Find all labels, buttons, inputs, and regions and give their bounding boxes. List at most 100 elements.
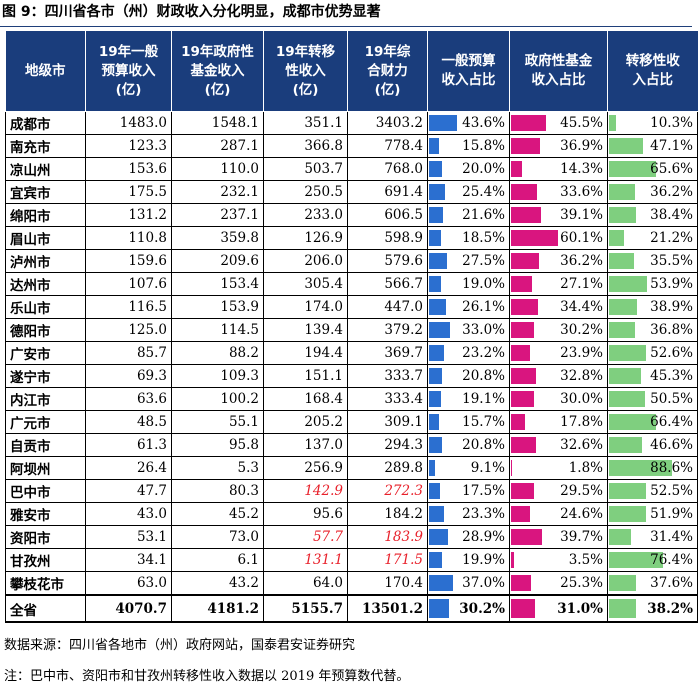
general-budget-cell: 63.0 bbox=[85, 571, 172, 596]
fund-revenue-cell: 1548.1 bbox=[171, 111, 264, 135]
general-budget-cell: 69.3 bbox=[85, 364, 172, 388]
transfer-share-bar-fill bbox=[609, 184, 635, 200]
transfer-share-bar: 88.6% bbox=[607, 456, 698, 480]
fund-share-bar-fill bbox=[511, 575, 531, 591]
general-share-bar-fill bbox=[429, 552, 442, 568]
fund-share-bar: 25.3% bbox=[509, 571, 608, 596]
fund-revenue-cell: 110.0 bbox=[171, 157, 264, 181]
header-text: 19年政府性 bbox=[181, 43, 254, 60]
city-cell: 广安市 bbox=[5, 341, 86, 365]
general-share-bar-fill bbox=[429, 207, 443, 223]
fund-revenue-cell: 95.8 bbox=[171, 433, 264, 457]
general-share-bar-fill bbox=[429, 299, 446, 315]
general-share-bar-value: 43.6% bbox=[462, 115, 505, 131]
transfer-share-bar: 53.9% bbox=[607, 272, 698, 296]
general-share-bar-value: 28.9% bbox=[462, 529, 505, 545]
header-text: 性收入 bbox=[285, 62, 326, 79]
header-text: 19年一般 bbox=[98, 43, 159, 60]
general-budget-cell: 175.5 bbox=[85, 180, 172, 204]
fund-share-bar: 29.5% bbox=[509, 479, 608, 503]
total-finance-cell: 272.3 bbox=[347, 479, 428, 503]
header-text: 收入占比 bbox=[441, 72, 496, 88]
header-cell: 19年转移 性收入 (亿) bbox=[263, 31, 348, 112]
general-share-bar-value: 17.5% bbox=[462, 483, 505, 499]
transfer-share-bar-fill bbox=[609, 253, 635, 269]
city-cell: 德阳市 bbox=[5, 318, 86, 342]
fund-revenue-cell: 4181.2 bbox=[171, 594, 264, 623]
fund-share-bar: 30.0% bbox=[509, 387, 608, 411]
fund-share-bar-fill bbox=[511, 115, 547, 131]
transfer-share-bar-value: 51.9% bbox=[650, 506, 693, 522]
table-row: 自贡市 61.3 95.8 137.0 294.3 20.8% 32.6% 46.6% bbox=[5, 433, 698, 457]
transfer-share-bar-fill bbox=[609, 368, 642, 384]
general-share-bar-value: 20.8% bbox=[462, 437, 505, 453]
general-share-bar-value: 15.8% bbox=[462, 138, 505, 154]
fund-share-bar-fill bbox=[511, 460, 513, 476]
total-row: 全省 4070.7 4181.2 5155.7 13501.2 30.2% 31.0% 38.… bbox=[5, 594, 698, 623]
transfer-share-bar: 21.2% bbox=[607, 226, 698, 250]
transfer-share-bar: 38.4% bbox=[607, 203, 698, 227]
transfer-share-bar: 52.5% bbox=[607, 479, 698, 503]
transfer-share-bar-fill bbox=[609, 138, 643, 154]
fund-share-bar: 23.9% bbox=[509, 341, 608, 365]
table-row: 南充市 123.3 287.1 366.8 778.4 15.8% 36.9% 47.1% bbox=[5, 134, 698, 158]
header-text: 预算收入 bbox=[101, 62, 156, 79]
general-budget-cell: 159.6 bbox=[85, 249, 172, 273]
general-share-bar-fill bbox=[429, 138, 440, 154]
total-finance-cell: 379.2 bbox=[347, 318, 428, 342]
header-cell: 19年一般 预算收入 (亿) bbox=[85, 31, 172, 112]
transfer-share-bar: 45.3% bbox=[607, 364, 698, 388]
fund-share-bar: 60.1% bbox=[509, 226, 608, 250]
general-share-bar: 20.0% bbox=[427, 157, 510, 181]
fund-share-bar-value: 33.6% bbox=[560, 184, 603, 200]
table-header-row: 地级市 19年一般 预算收入 (亿) 19年政府性 基金收入 (亿) 19年转移 性收入 (亿) 1… bbox=[5, 31, 698, 112]
transfer-share-bar: 38.9% bbox=[607, 295, 698, 319]
transfer-share-bar: 10.3% bbox=[607, 111, 698, 135]
table-row: 内江市 63.6 100.2 168.4 333.4 19.1% 30.0% 50.5% bbox=[5, 387, 698, 411]
header-text: 19年综 bbox=[364, 43, 411, 60]
fund-share-bar-value: 23.9% bbox=[560, 345, 603, 361]
fund-share-bar: 45.5% bbox=[509, 111, 608, 135]
total-finance-cell: 171.5 bbox=[347, 548, 428, 572]
fund-share-bar-fill bbox=[511, 552, 514, 568]
total-finance-cell: 170.4 bbox=[347, 571, 428, 596]
transfer-revenue-cell: 142.9 bbox=[263, 479, 348, 503]
header-text: 政府性基金 bbox=[524, 53, 593, 69]
fund-share-bar-fill bbox=[511, 299, 538, 315]
general-share-bar-fill bbox=[429, 322, 451, 338]
fund-share-bar-value: 24.6% bbox=[560, 506, 603, 522]
transfer-share-bar: 38.2% bbox=[607, 594, 698, 623]
general-share-bar: 18.5% bbox=[427, 226, 510, 250]
fund-revenue-cell: 45.2 bbox=[171, 502, 264, 526]
general-budget-cell: 1483.0 bbox=[85, 111, 172, 135]
total-finance-cell: 13501.2 bbox=[347, 594, 428, 623]
fund-share-bar-fill bbox=[511, 230, 558, 246]
transfer-share-bar: 51.9% bbox=[607, 502, 698, 526]
fund-share-bar: 30.2% bbox=[509, 318, 608, 342]
general-share-bar: 23.2% bbox=[427, 341, 510, 365]
fund-share-bar-value: 36.9% bbox=[560, 138, 603, 154]
transfer-share-bar-fill bbox=[609, 115, 617, 131]
fund-revenue-cell: 153.9 bbox=[171, 295, 264, 319]
table-row: 眉山市 110.8 359.8 126.9 598.9 18.5% 60.1% 21.2% bbox=[5, 226, 698, 250]
general-share-bar: 20.8% bbox=[427, 364, 510, 388]
transfer-share-bar-value: 21.2% bbox=[650, 230, 693, 246]
header-text: 入占比 bbox=[632, 72, 674, 88]
transfer-share-bar-value: 35.5% bbox=[650, 253, 693, 269]
fund-revenue-cell: 5.3 bbox=[171, 456, 264, 480]
fund-share-bar-fill bbox=[511, 184, 538, 200]
general-share-bar-value: 20.8% bbox=[462, 368, 505, 384]
general-share-bar-value: 15.7% bbox=[462, 414, 505, 430]
city-cell: 眉山市 bbox=[5, 226, 86, 250]
transfer-share-bar-value: 38.9% bbox=[650, 299, 693, 315]
transfer-share-bar-value: 31.4% bbox=[650, 529, 693, 545]
general-share-bar-fill bbox=[429, 253, 447, 269]
fund-share-bar-value: 45.5% bbox=[560, 115, 603, 131]
transfer-share-bar-value: 65.6% bbox=[650, 161, 693, 177]
table-row: 攀枝花市 63.0 43.2 64.0 170.4 37.0% 25.3% 37.6% bbox=[5, 571, 698, 596]
transfer-share-bar-fill bbox=[609, 345, 647, 361]
transfer-share-bar-fill bbox=[609, 414, 657, 430]
fund-revenue-cell: 209.6 bbox=[171, 249, 264, 273]
transfer-share-bar-value: 38.2% bbox=[647, 600, 693, 617]
general-share-bar-value: 26.1% bbox=[462, 299, 505, 315]
